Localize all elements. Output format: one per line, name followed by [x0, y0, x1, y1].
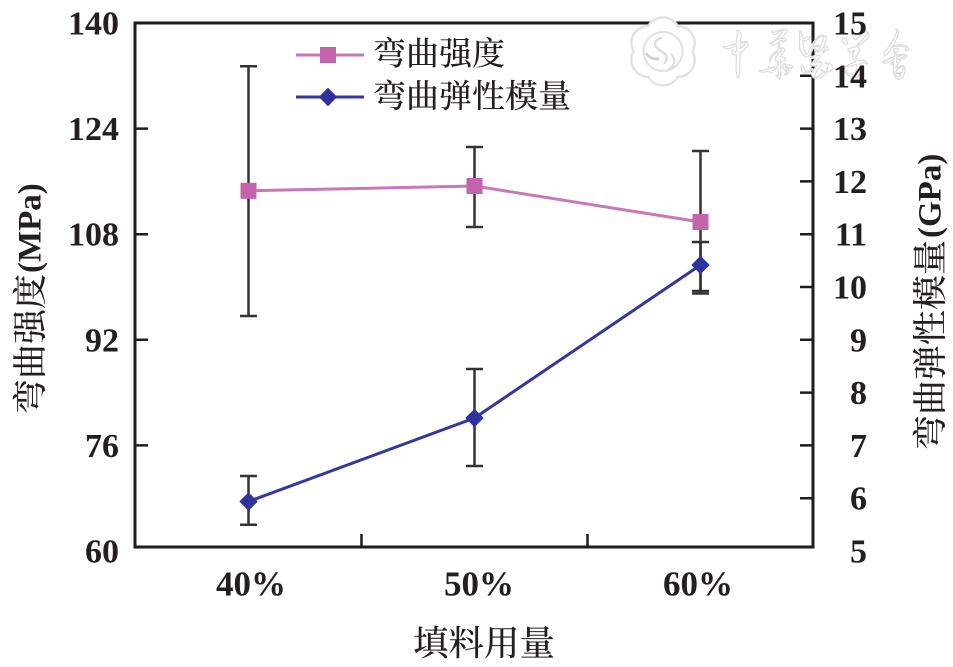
- svg-text:40%: 40%: [216, 565, 286, 604]
- svg-text:(MPa): (MPa): [13, 183, 49, 273]
- svg-text:10: 10: [833, 270, 867, 307]
- svg-text:(GPa): (GPa): [913, 154, 949, 238]
- svg-text:14: 14: [833, 58, 867, 95]
- svg-text:11: 11: [835, 217, 867, 254]
- svg-text:9: 9: [850, 322, 867, 359]
- svg-text:76: 76: [85, 428, 119, 465]
- svg-text:60%: 60%: [663, 565, 733, 604]
- svg-text:7: 7: [850, 428, 867, 465]
- svg-text:12: 12: [833, 164, 867, 201]
- svg-text:140: 140: [68, 6, 119, 43]
- svg-text:92: 92: [85, 322, 119, 359]
- svg-text:5: 5: [850, 534, 867, 571]
- svg-text:108: 108: [68, 217, 119, 254]
- svg-text:6: 6: [850, 481, 867, 518]
- svg-text:8: 8: [850, 375, 867, 412]
- svg-text:60: 60: [85, 534, 119, 571]
- svg-text:50%: 50%: [444, 565, 514, 604]
- svg-text:13: 13: [833, 111, 867, 148]
- svg-text:15: 15: [833, 6, 867, 43]
- svg-text:124: 124: [68, 111, 119, 148]
